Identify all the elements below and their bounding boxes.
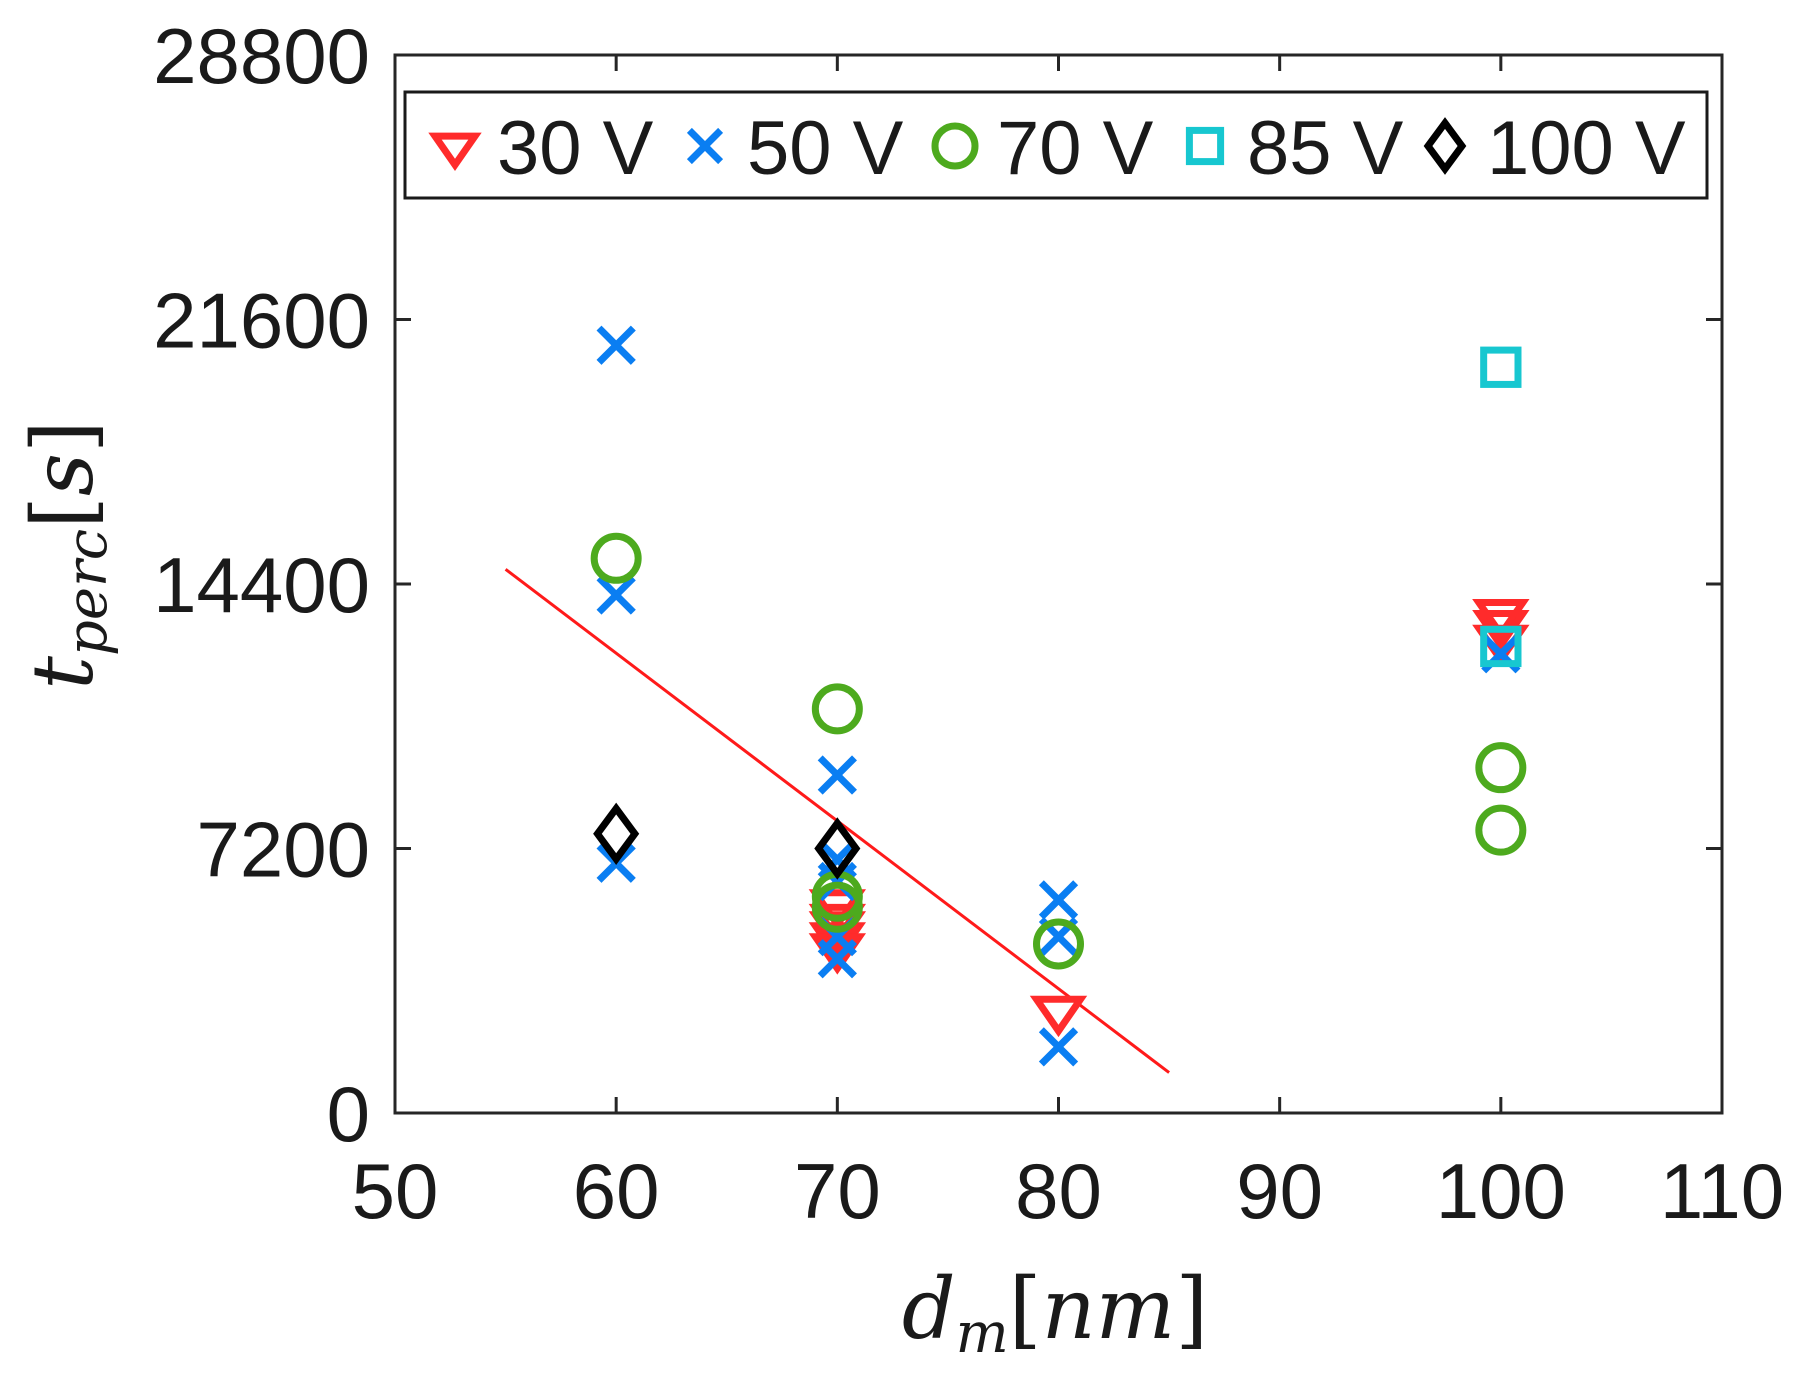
x-tick-label: 70 (794, 1147, 881, 1235)
data-point (1475, 804, 1527, 856)
data-point (817, 755, 857, 795)
data-point (811, 683, 863, 735)
data-point (817, 861, 857, 902)
data-point (817, 939, 857, 979)
x-axis-label-sub: m (956, 1301, 1009, 1366)
data-point (814, 817, 861, 880)
x-marker-stroke (596, 575, 636, 615)
y-tick-label: 0 (327, 1070, 370, 1158)
x-axis-label-open-bracket: [ (1009, 1260, 1042, 1358)
y-tick-label: 21600 (153, 277, 370, 365)
legend-label: 30 V (497, 106, 654, 191)
legend-marker (428, 132, 482, 172)
y-tick-label: 28800 (153, 12, 370, 100)
y-axis-label-close-bracket: ] (14, 420, 112, 453)
y-axis-label-unit: s (14, 453, 112, 496)
data-point (1480, 346, 1522, 388)
data-point (1033, 918, 1084, 970)
legend-marker (686, 127, 724, 165)
x-marker-stroke (817, 755, 857, 795)
legend-label: 85 V (1247, 106, 1404, 191)
legend-marker (1423, 117, 1467, 175)
x-marker-stroke (817, 861, 857, 902)
data-point (1472, 598, 1530, 641)
y-tick-label: 14400 (153, 541, 370, 629)
x-axis-label: dm[nm] (902, 1260, 1208, 1366)
plot-border (393, 53, 1724, 1115)
x-axis-label-unit: nm (1042, 1260, 1176, 1358)
data-point (1038, 1027, 1079, 1067)
legend-label: 100 V (1487, 106, 1686, 191)
x-tick-label: 110 (1660, 1147, 1784, 1235)
legend-marker (1185, 126, 1225, 166)
data-point (811, 881, 863, 933)
data-point (808, 922, 867, 964)
x-marker-stroke (686, 127, 724, 165)
legend-marker (931, 122, 979, 170)
x-marker-stroke (817, 939, 857, 979)
x-axis-label-main: d (902, 1260, 956, 1358)
data-point (1029, 995, 1088, 1038)
x-tick-label: 80 (1015, 1147, 1102, 1235)
legend-box (403, 90, 1709, 200)
axis-ticks: 50 60 70 80 90 100 110 0 7200 14400 21600 28800 (153, 12, 1784, 1235)
legend: 30 V 50 V 70 V 85 V 100 V (403, 90, 1709, 200)
x-marker-stroke (596, 325, 636, 365)
x-tick-label: 60 (573, 1147, 660, 1235)
data-points (590, 325, 1530, 1067)
x-marker-stroke (1038, 880, 1079, 920)
y-axis-label: tperc[s] (14, 420, 120, 690)
series-100v (593, 802, 861, 880)
data-point (596, 575, 636, 615)
x-axis-label-close-bracket: ] (1175, 1260, 1208, 1358)
x-tick-label: 100 (1436, 1147, 1566, 1235)
data-point (1475, 742, 1527, 794)
series-85v (1480, 346, 1522, 668)
axis-labels: dm[nm] tperc[s] (14, 420, 1208, 1366)
x-tick-label: 90 (1236, 1147, 1323, 1235)
y-axis-label-sub: perc (55, 529, 120, 656)
data-point (596, 325, 636, 365)
x-tick-label: 50 (352, 1147, 439, 1235)
legend-label: 50 V (747, 106, 904, 191)
y-tick-label: 7200 (196, 806, 370, 894)
plot-area (393, 53, 1724, 1115)
y-axis-label-open-bracket: [ (14, 496, 112, 529)
data-point (590, 532, 642, 584)
legend-label: 70 V (997, 106, 1154, 191)
data-point (1480, 625, 1522, 668)
data-point (1038, 880, 1079, 920)
data-point (593, 802, 640, 865)
x-marker-stroke (1038, 1027, 1079, 1067)
y-axis-label-main: t (14, 656, 112, 690)
